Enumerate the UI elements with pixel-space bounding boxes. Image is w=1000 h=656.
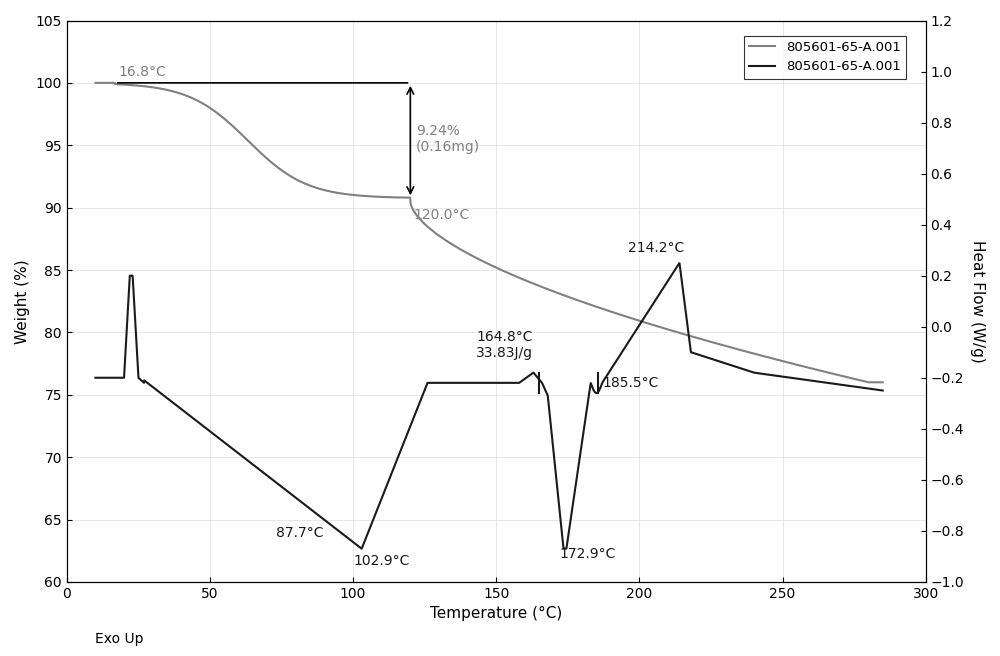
Text: 185.5°C: 185.5°C bbox=[602, 376, 659, 390]
Text: 172.9°C: 172.9°C bbox=[559, 547, 616, 561]
Text: 9.24%
(0.16mg): 9.24% (0.16mg) bbox=[416, 124, 480, 154]
Text: 16.8°C: 16.8°C bbox=[118, 65, 166, 79]
Y-axis label: Heat Flow (W/g): Heat Flow (W/g) bbox=[970, 240, 985, 363]
X-axis label: Temperature (°C): Temperature (°C) bbox=[430, 606, 562, 621]
Legend: 805601-65-A.001, 805601-65-A.001: 805601-65-A.001, 805601-65-A.001 bbox=[744, 35, 906, 79]
Text: 102.9°C: 102.9°C bbox=[353, 554, 409, 569]
Text: 164.8°C
33.83J/g: 164.8°C 33.83J/g bbox=[476, 330, 533, 360]
Text: Exo Up: Exo Up bbox=[95, 632, 144, 646]
Text: 87.7°C: 87.7°C bbox=[276, 525, 323, 540]
Text: 120.0°C: 120.0°C bbox=[413, 208, 469, 222]
Y-axis label: Weight (%): Weight (%) bbox=[15, 259, 30, 344]
Text: 214.2°C: 214.2°C bbox=[628, 241, 684, 255]
